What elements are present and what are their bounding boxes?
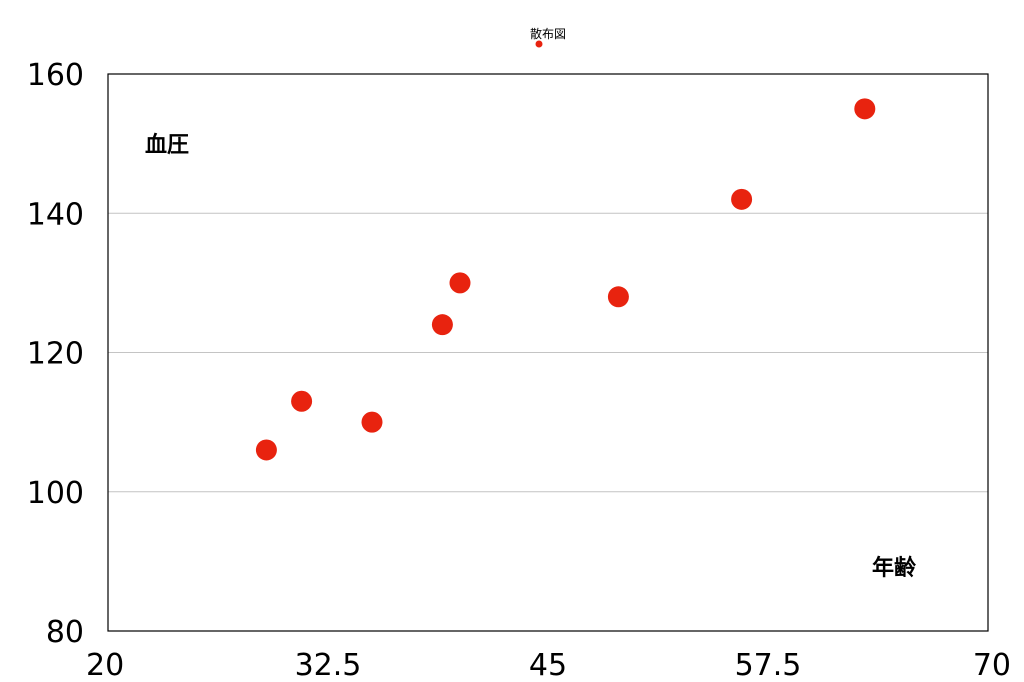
legend: 散布図 <box>530 26 566 48</box>
data-point <box>431 314 453 336</box>
x-tick-label: 45 <box>529 648 567 682</box>
data-point <box>291 390 313 412</box>
y-axis-label: 血圧 <box>145 132 189 158</box>
data-point <box>449 272 471 294</box>
y-tick-label: 100 <box>27 476 84 511</box>
x-tick-label: 32.5 <box>295 648 362 682</box>
plot-area <box>107 73 989 632</box>
x-tick-label: 20 <box>86 648 124 682</box>
data-point <box>255 439 277 461</box>
legend-label: 散布図 <box>530 26 566 41</box>
data-point <box>607 286 629 308</box>
data-point <box>854 98 876 120</box>
x-axis-ticks: 20 32.5 45 57.5 70 <box>86 648 1011 682</box>
legend-marker <box>535 40 543 48</box>
y-tick-label: 80 <box>46 615 84 650</box>
x-tick-label: 70 <box>973 648 1011 682</box>
y-axis-ticks: 80 100 120 140 160 <box>27 58 84 650</box>
y-tick-label: 120 <box>27 337 84 372</box>
data-point <box>361 411 383 433</box>
x-axis-label: 年齢 <box>872 555 917 581</box>
data-point <box>731 188 753 210</box>
data-points <box>255 98 876 461</box>
x-tick-label: 57.5 <box>735 648 802 682</box>
y-tick-label: 160 <box>27 58 84 93</box>
gridlines <box>108 212 988 493</box>
y-tick-label: 140 <box>27 197 84 232</box>
